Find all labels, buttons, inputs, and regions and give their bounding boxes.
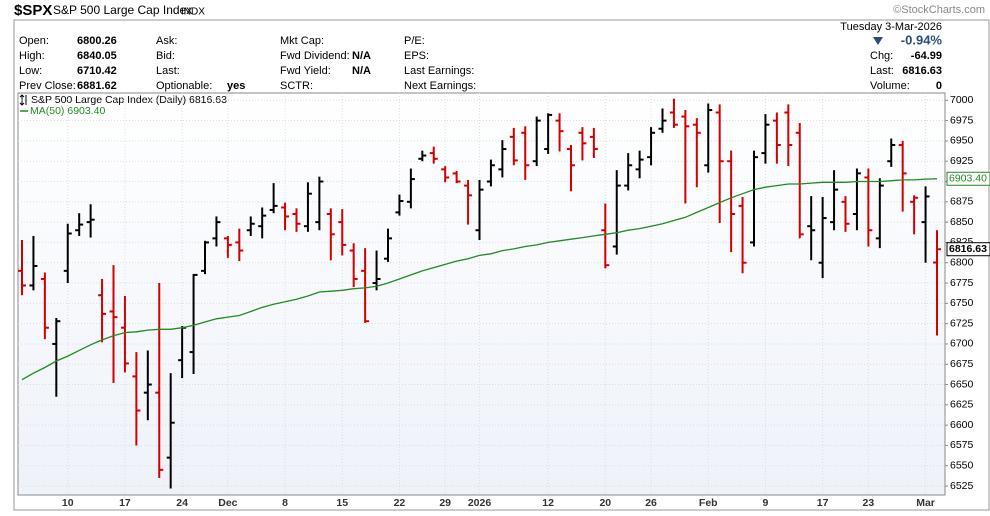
legend-ma-name: MA(50) (30, 105, 64, 117)
quote-label: Fwd Dividend: (280, 50, 350, 62)
y-tick-label: 6950 (950, 135, 974, 147)
ma-line (21, 178, 938, 381)
quote-value: yes (227, 80, 245, 92)
x-tick-label: 8 (282, 497, 288, 509)
symbol: $SPX (14, 2, 52, 19)
y-tick-label: 6750 (950, 297, 974, 309)
quote-value: 6816.63 (902, 65, 942, 77)
x-tick-label: Mar (916, 497, 935, 509)
quote-label: Next Earnings: (404, 80, 476, 92)
last-price-box-text: 6816.63 (949, 243, 987, 255)
y-tick-label: 6600 (950, 419, 974, 431)
quote-label: Last: (156, 65, 180, 77)
legend-value: 6816.63 (189, 94, 227, 106)
y-tick-label: 6675 (950, 358, 974, 370)
quote-label: EPS: (404, 50, 429, 62)
x-tick-label: 12 (542, 497, 554, 509)
quote-label: P/E: (404, 35, 425, 47)
x-tick-label: Dec (218, 497, 237, 509)
x-tick-label: 15 (336, 497, 348, 509)
x-tick-label: 23 (863, 497, 875, 509)
quote-value: -64.99 (911, 50, 942, 62)
y-tick-label: 6975 (950, 114, 974, 126)
x-tick-label: 22 (394, 497, 406, 509)
y-tick-label: 6650 (950, 378, 974, 390)
down-arrow (873, 37, 883, 45)
quote-value: 0 (936, 80, 942, 92)
quote-label: Mkt Cap: (280, 35, 324, 47)
quote-value: N/A (352, 65, 371, 77)
quote-label: Fwd Yield: (280, 65, 331, 77)
x-tick-label: 10 (62, 497, 74, 509)
quote-value: 6881.62 (77, 80, 117, 92)
legend-ma-value: 6903.40 (67, 105, 105, 117)
quote-label: Low: (19, 65, 42, 77)
last-price-box-bg (946, 242, 990, 257)
y-tick-label: 6850 (950, 216, 974, 228)
quote-label: High: (19, 50, 45, 62)
quote-label: Optionable: (156, 80, 212, 92)
quote-label: Volume: (870, 80, 910, 92)
y-tick-label: 6725 (950, 317, 974, 329)
quote-value: N/A (352, 50, 371, 62)
ma-value-box-bg (946, 171, 990, 186)
plot-area (17, 92, 946, 496)
quote-label: Last: (870, 65, 894, 77)
quote-label: Open: (19, 35, 49, 47)
y-tick-label: 6875 (950, 196, 974, 208)
quote-value: 6800.26 (77, 35, 117, 47)
y-tick-label: 6550 (950, 460, 974, 472)
legend-price: S&P 500 Large Cap Index (Daily) 6816.63 (31, 94, 227, 106)
y-tick-label: 6925 (950, 155, 974, 167)
x-tick-label: 29 (439, 497, 451, 509)
legend-ma: MA(50) 6903.40 (30, 105, 105, 117)
legend-name: S&P 500 Large Cap Index (Daily) (31, 94, 186, 106)
x-tick-label: 2026 (468, 497, 492, 509)
y-tick-label: 7000 (950, 94, 974, 106)
index-name: S&P 500 Large Cap Index (53, 3, 192, 17)
copyright: ©StockCharts.com (893, 4, 985, 16)
x-tick-label: Feb (699, 497, 718, 509)
x-tick-label: 17 (817, 497, 829, 509)
quote-label: Ask: (156, 35, 177, 47)
y-tick-label: 6625 (950, 399, 974, 411)
y-tick-label: 6575 (950, 439, 974, 451)
quote-label: Chg: (870, 50, 893, 62)
x-tick-label: 24 (176, 497, 188, 509)
x-tick-label: 17 (119, 497, 131, 509)
x-tick-label: 20 (599, 497, 611, 509)
quote-value: 6840.05 (77, 50, 117, 62)
last-price-box: 6816.63 (946, 242, 990, 257)
quote-value: 6710.42 (77, 65, 117, 77)
y-tick-label: 6525 (950, 480, 974, 492)
change-pct: -0.94% (901, 32, 943, 47)
quote-label: SCTR: (280, 80, 313, 92)
quote-label: Last Earnings: (404, 65, 474, 77)
y-tick-label: 6700 (950, 338, 974, 350)
x-tick-label: 9 (763, 497, 769, 509)
quote-label: Prev Close: (19, 80, 76, 92)
y-tick-label: 6800 (950, 257, 974, 269)
exchange: INDX (181, 7, 205, 18)
ma-value-box-text: 6903.40 (949, 173, 987, 185)
quote-date: Tuesday 3-Mar-2026 (840, 21, 942, 33)
x-tick-label: 26 (645, 497, 657, 509)
ma-value-box: 6903.40 (946, 171, 990, 186)
y-tick-label: 6775 (950, 277, 974, 289)
quote-label: Bid: (156, 50, 175, 62)
